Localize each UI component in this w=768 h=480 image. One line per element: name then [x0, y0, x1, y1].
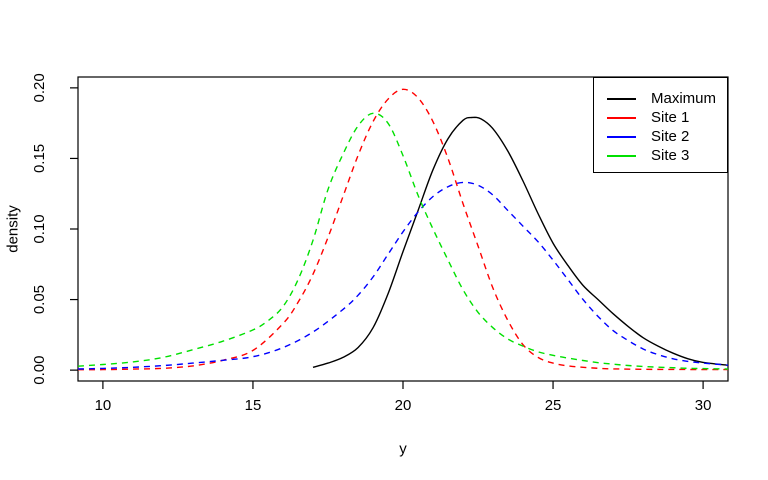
series-site-2	[78, 181, 728, 370]
legend-line-site-3-icon	[607, 154, 636, 157]
legend-line-site-2-icon	[607, 135, 636, 138]
x-tick-label: 20	[395, 397, 412, 414]
y-axis-title: density	[4, 205, 22, 253]
y-tick-label: 0.00	[31, 356, 48, 385]
legend-entry-maximum: Maximum	[594, 89, 727, 108]
legend-entry-site-3: Site 3	[594, 146, 727, 165]
x-tick-label: 10	[95, 397, 112, 414]
x-axis-title: y	[399, 440, 407, 458]
legend-label-maximum: Maximum	[651, 90, 717, 107]
legend-line-maximum-icon	[607, 97, 636, 100]
series-site-3	[78, 112, 728, 370]
y-tick-label: 0.10	[31, 214, 48, 243]
series-maximum	[312, 116, 728, 368]
x-tick-label: 25	[545, 397, 562, 414]
x-tick-label: 30	[695, 397, 712, 414]
legend-label-site-3: Site 3	[651, 147, 690, 164]
x-tick-label: 15	[245, 397, 262, 414]
legend-label-site-2: Site 2	[651, 128, 690, 145]
legend-label-site-1: Site 1	[651, 109, 690, 126]
y-tick-label: 0.15	[31, 144, 48, 173]
legend-entry-site-1: Site 1	[594, 108, 727, 127]
legend-line-site-1-icon	[607, 116, 636, 119]
y-tick-label: 0.05	[31, 285, 48, 314]
legend: Maximum Site 1 Site 2 Site 3	[593, 77, 728, 173]
y-tick-label: 0.20	[31, 73, 48, 102]
legend-entry-site-2: Site 2	[594, 127, 727, 146]
